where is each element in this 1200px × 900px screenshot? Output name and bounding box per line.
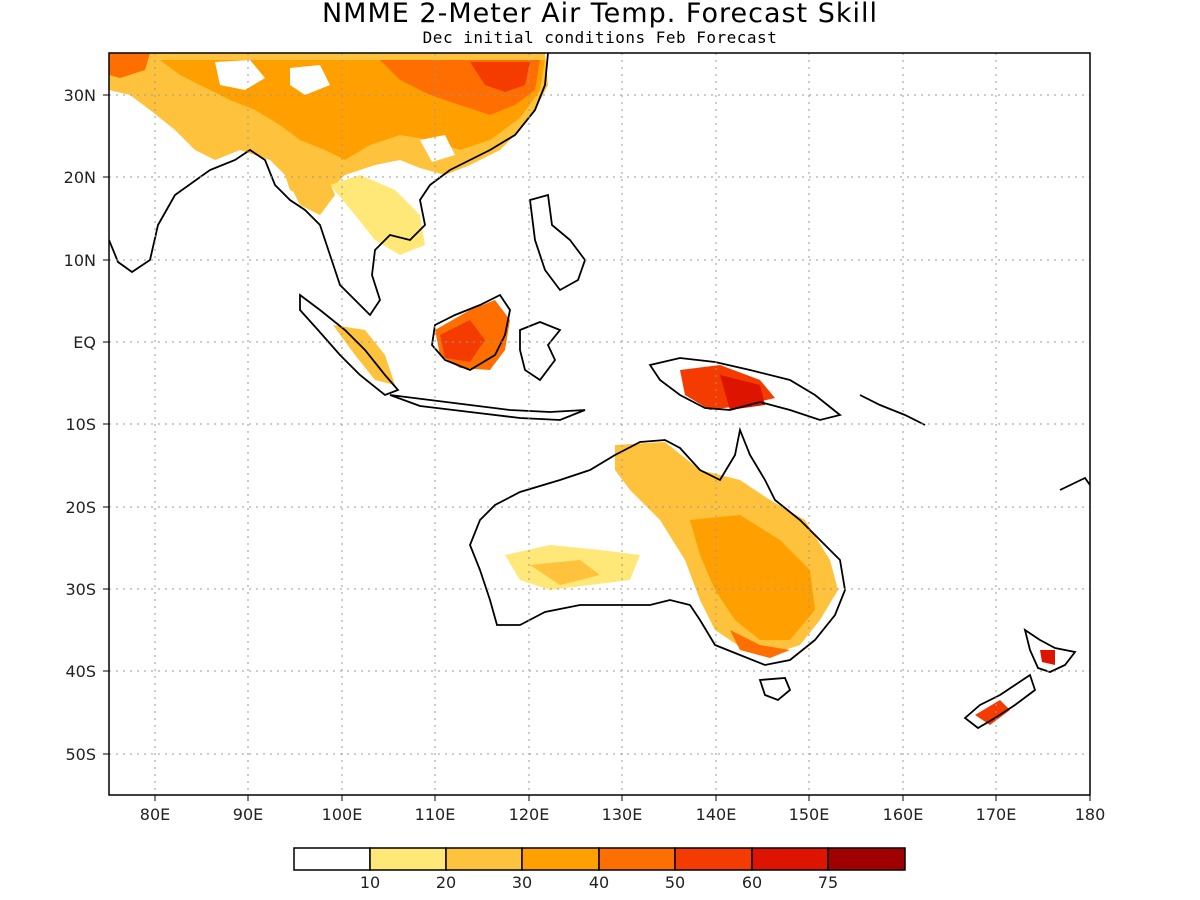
legend-swatch — [521, 847, 600, 871]
y-tick-label: 30N — [64, 86, 96, 105]
x-tick-label: 80E — [140, 805, 170, 824]
map-title: NMME 2-Meter Air Temp. Forecast Skill — [321, 0, 879, 29]
skill-shading — [109, 53, 1055, 725]
legend-label: 10 — [360, 873, 380, 892]
x-tick-label: 170E — [976, 805, 1017, 824]
legend-swatch — [445, 847, 523, 871]
legend-label: 40 — [589, 873, 609, 892]
y-tick-label: 10S — [65, 415, 96, 434]
legend-swatch — [674, 847, 753, 871]
legend-swatch — [293, 847, 371, 871]
legend-label: 20 — [436, 873, 456, 892]
y-tick-label: 40S — [65, 662, 96, 681]
map-subtitle: Dec initial conditions Feb Forecast — [422, 28, 778, 47]
legend-swatch — [751, 847, 829, 871]
y-tick-label: 20N — [64, 168, 96, 187]
x-tick-label: 90E — [233, 805, 263, 824]
x-tick-label: 180 — [1075, 805, 1106, 824]
legend-label: 60 — [742, 873, 762, 892]
y-tick-label: 20S — [65, 498, 96, 517]
legend-label: 50 — [665, 873, 685, 892]
legend-swatch — [369, 847, 447, 871]
x-tick-label: 130E — [602, 805, 643, 824]
coastlines — [109, 53, 1090, 730]
legend-colorbar — [293, 847, 906, 871]
legend-swatch — [827, 847, 906, 871]
y-tick-label: 10N — [64, 251, 96, 270]
legend-swatch — [598, 847, 676, 871]
y-tick-label: EQ — [73, 333, 96, 352]
y-tick-label: 30S — [65, 580, 96, 599]
gridlines — [109, 53, 1090, 795]
x-tick-label: 120E — [509, 805, 550, 824]
x-tick-label: 150E — [789, 805, 830, 824]
x-tick-label: 160E — [883, 805, 924, 824]
axis-ticks — [103, 94, 1091, 801]
x-tick-label: 100E — [322, 805, 363, 824]
legend-label: 30 — [512, 873, 532, 892]
x-tick-label: 110E — [415, 805, 456, 824]
x-tick-label: 140E — [696, 805, 737, 824]
y-tick-label: 50S — [65, 745, 96, 764]
legend-label: 75 — [818, 873, 838, 892]
